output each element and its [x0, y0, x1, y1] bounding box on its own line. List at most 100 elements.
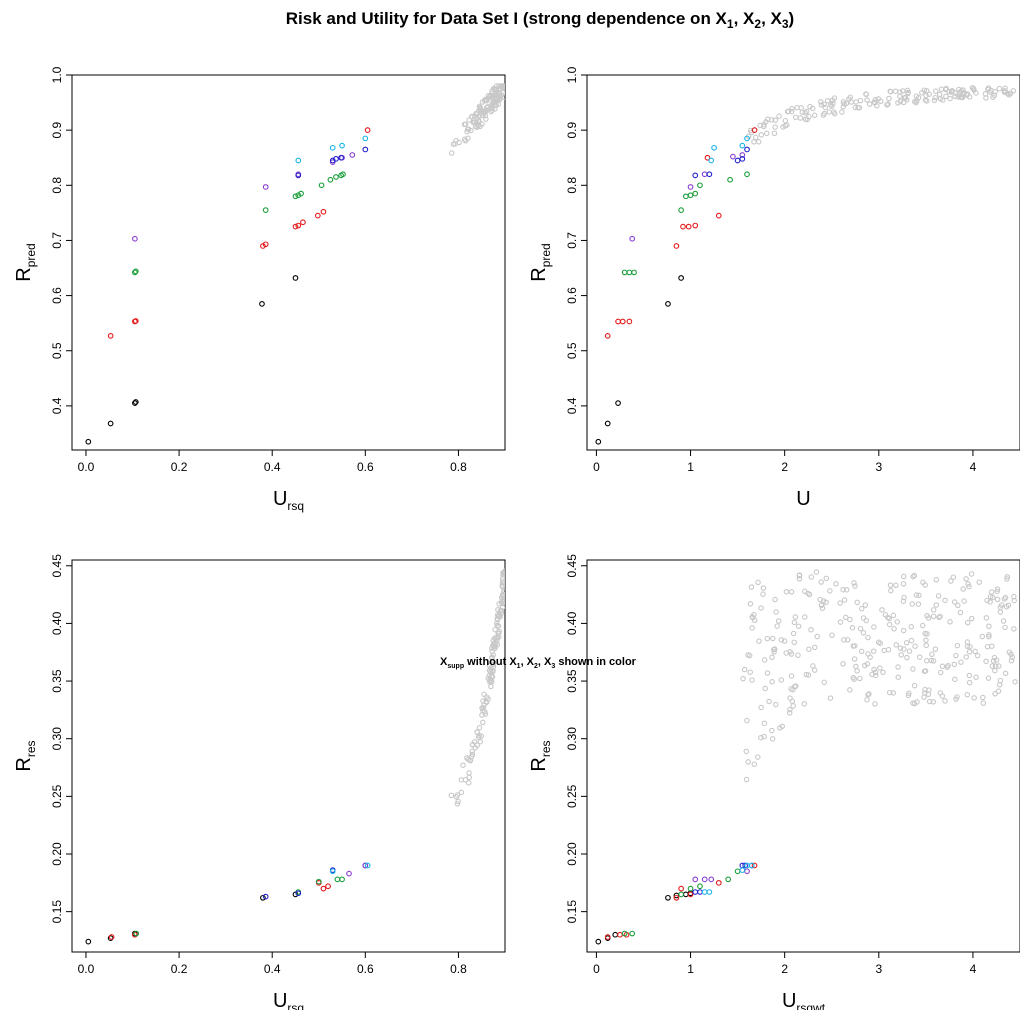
- purple-point: [739, 152, 746, 158]
- black-point: [665, 894, 671, 901]
- x-tick-label: 0.6: [357, 460, 374, 474]
- gray-point: [858, 648, 865, 655]
- cyan-point: [739, 142, 746, 149]
- gray-point: [799, 109, 806, 115]
- gray-point: [808, 626, 814, 633]
- gray-point: [990, 658, 997, 664]
- panel-1: 0.0 0.2 0.4 0.6 0.8 0.4 0.5 0.6 0.7 0.8 0.9 1.0 Ursq…: [13, 66, 506, 513]
- green-point: [631, 269, 637, 276]
- x-tick-label: 0.0: [78, 962, 95, 976]
- purple-point: [687, 184, 694, 190]
- gray-point: [909, 601, 916, 607]
- gray-point: [787, 706, 793, 713]
- gray-point: [901, 573, 907, 580]
- gray-point: [453, 137, 459, 144]
- gray-point: [781, 638, 788, 644]
- red-point: [715, 879, 722, 886]
- gray-point: [994, 588, 1000, 595]
- green-point: [697, 883, 703, 890]
- y-tick-label: 0.9: [50, 121, 64, 138]
- panel-3: 0.0 0.2 0.4 0.6 0.8 0.15 0.20 0.25 0.30 0.35 0.40 0…: [13, 554, 506, 1010]
- x-tick-label: 3: [875, 962, 882, 976]
- y-axis-label: Rres: [13, 740, 38, 771]
- gray-point: [964, 691, 971, 698]
- gray-point: [980, 700, 987, 706]
- gray-point: [772, 124, 778, 130]
- gray-point: [851, 656, 858, 662]
- gray-point: [485, 696, 491, 702]
- x-axis-label: Ursqwt: [782, 990, 826, 1010]
- gray-point: [897, 98, 904, 105]
- gray-point: [853, 99, 859, 105]
- gray-point: [763, 119, 769, 125]
- gray-point: [910, 666, 916, 672]
- gray-point: [494, 616, 501, 623]
- gray-point: [968, 615, 975, 622]
- gray-point: [458, 789, 465, 796]
- gray-point: [474, 729, 480, 735]
- green-point: [133, 930, 140, 937]
- y-tick-label: 0.40: [565, 611, 579, 635]
- gray-point: [776, 113, 782, 119]
- black-point: [604, 420, 611, 427]
- gray-point: [945, 662, 951, 669]
- gray-point: [476, 724, 483, 731]
- gray-point: [872, 701, 878, 707]
- x-tick-label: 4: [970, 962, 977, 976]
- red-point: [751, 127, 758, 133]
- gray-point: [489, 102, 495, 109]
- gray-point: [478, 733, 484, 739]
- gray-point: [744, 717, 750, 724]
- gray-point: [915, 601, 922, 607]
- gray-point: [769, 736, 776, 742]
- y-axis-label: Rpred: [528, 243, 553, 281]
- gray-point: [801, 614, 808, 620]
- gray-point: [903, 640, 910, 646]
- gray-point: [911, 572, 918, 579]
- cyan-point: [329, 144, 336, 151]
- gray-point: [808, 574, 815, 580]
- gray-point: [806, 646, 812, 652]
- gray-point: [840, 661, 846, 667]
- gray-point: [792, 614, 799, 620]
- gray-point: [489, 95, 496, 101]
- gray-point: [755, 139, 762, 145]
- gray-point: [924, 631, 930, 637]
- gray-point: [490, 659, 497, 666]
- gray-point: [760, 585, 767, 591]
- gray-point: [796, 572, 803, 578]
- black-point: [615, 400, 621, 406]
- gray-point: [760, 591, 766, 597]
- green-point: [318, 182, 325, 189]
- y-axis-label-sub: pred: [24, 243, 38, 267]
- gray-point: [788, 589, 795, 595]
- gray-point: [922, 686, 928, 693]
- gray-point: [791, 639, 797, 646]
- gray-point: [957, 609, 964, 616]
- gray-point: [947, 95, 953, 102]
- gray-point: [1004, 574, 1011, 580]
- gray-point: [820, 112, 827, 118]
- gray-point: [937, 669, 944, 676]
- gray-point: [829, 632, 835, 639]
- y-tick-label: 0.25: [50, 784, 64, 808]
- gray-point: [854, 599, 860, 606]
- gray-point: [942, 698, 948, 704]
- gray-point: [490, 667, 496, 674]
- purple-point: [349, 152, 356, 158]
- gray-point: [498, 599, 505, 606]
- gray-point: [847, 687, 853, 693]
- y-tick-label: 0.4: [50, 397, 64, 414]
- red-point: [615, 318, 621, 325]
- gray-point: [901, 646, 907, 652]
- gray-point: [819, 605, 826, 611]
- green-point: [727, 176, 733, 183]
- panel-2: 0 1 2 3 4 0.4 0.5 0.6 0.7 0.8 0.9 1.0 U Rpred: [528, 66, 1020, 510]
- gray-point: [964, 639, 971, 645]
- gray-point: [865, 634, 871, 641]
- gray-point: [764, 130, 770, 137]
- gray-point: [959, 94, 966, 101]
- gray-point: [989, 594, 996, 601]
- gray-point: [942, 597, 948, 604]
